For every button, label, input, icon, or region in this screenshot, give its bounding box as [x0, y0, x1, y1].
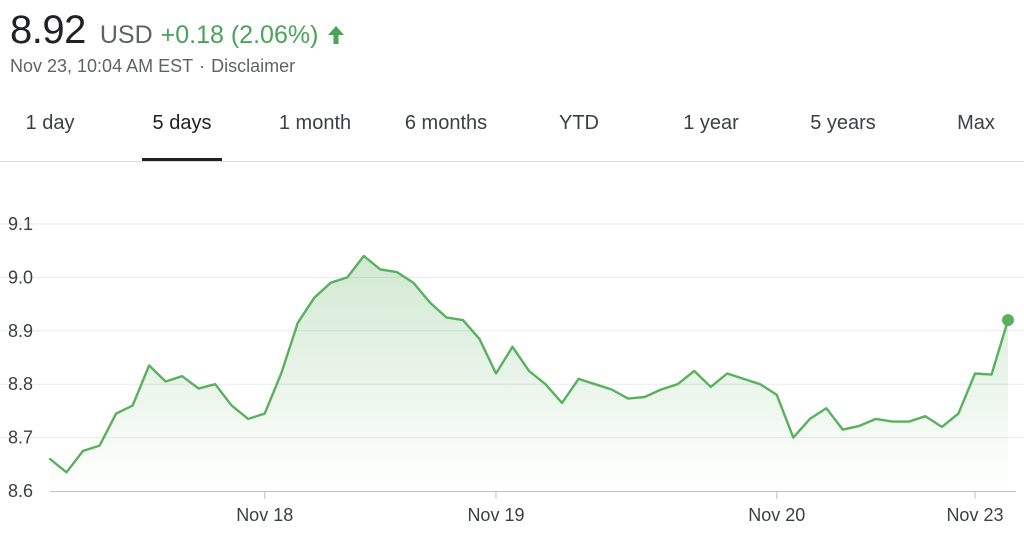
data-point [280, 372, 282, 374]
data-point [743, 378, 745, 380]
tab-max[interactable]: Max [957, 112, 995, 134]
data-point [396, 271, 398, 273]
data-point [825, 407, 827, 409]
data-point [412, 282, 414, 284]
data-point [759, 383, 761, 385]
data-point [313, 296, 315, 298]
last-price-dot [1002, 314, 1014, 327]
data-point [875, 418, 877, 420]
data-point [197, 387, 199, 389]
data-point [363, 255, 365, 257]
y-tick-label: 8.6 [8, 481, 33, 501]
data-point [49, 458, 51, 460]
data-point [230, 404, 232, 406]
data-point [528, 370, 530, 372]
range-tabs: 1 day 5 days 1 month 6 months YTD 1 year… [0, 98, 1024, 162]
tab-5-years[interactable]: 5 years [810, 112, 876, 134]
currency-label: USD [99, 21, 153, 49]
data-point [792, 436, 794, 438]
data-point [627, 397, 629, 399]
x-tick-label: Nov 20 [748, 505, 805, 525]
data-point [577, 378, 579, 380]
tab-1-day[interactable]: 1 day [25, 112, 75, 134]
data-point [643, 396, 645, 398]
quote-timestamp: Nov 23, 10:04 AM EST · Disclaimer [10, 56, 295, 77]
y-tick-label: 9.1 [8, 214, 33, 234]
separator: · [199, 56, 206, 76]
price-change: +0.18 (2.06%) [160, 21, 319, 49]
data-point [214, 383, 216, 385]
tab-1-month[interactable]: 1 month [278, 112, 352, 134]
y-tick-label: 8.8 [8, 374, 33, 394]
y-tick-label: 9.0 [8, 267, 33, 287]
data-point [297, 322, 299, 324]
data-point [379, 268, 381, 270]
data-point [842, 428, 844, 430]
quote-header: 8.92 USD +0.18 (2.06%) [10, 8, 346, 53]
arrow-up-icon [326, 24, 346, 46]
price-value: 8.92 [10, 8, 86, 52]
data-point [65, 471, 67, 473]
data-point [858, 425, 860, 427]
disclaimer-link[interactable]: Disclaimer [211, 56, 296, 76]
data-point [676, 383, 678, 385]
data-point [709, 386, 711, 388]
data-point [726, 372, 728, 374]
data-point [660, 388, 662, 390]
data-point [164, 380, 166, 382]
y-tick-label: 8.9 [8, 321, 33, 341]
data-point [511, 346, 513, 348]
data-point [115, 412, 117, 414]
data-point [990, 373, 992, 375]
data-point [544, 383, 546, 385]
data-point [941, 426, 943, 428]
data-point [924, 415, 926, 417]
tab-5-days[interactable]: 5 days [142, 98, 222, 161]
tab-6-months[interactable]: 6 months [404, 112, 488, 134]
data-point [610, 388, 612, 390]
data-point [809, 418, 811, 420]
x-tick-label: Nov 18 [236, 505, 293, 525]
data-point [264, 412, 266, 414]
data-point [561, 402, 563, 404]
data-point [776, 394, 778, 396]
price-area-fill [50, 256, 1008, 491]
data-point [330, 282, 332, 284]
data-point [957, 412, 959, 414]
price-line [48, 254, 1010, 474]
data-point [445, 316, 447, 318]
data-point [247, 418, 249, 420]
data-point [693, 370, 695, 372]
data-point [908, 420, 910, 422]
data-point [181, 375, 183, 377]
data-point [148, 364, 150, 366]
data-point [82, 450, 84, 452]
y-tick-label: 8.7 [8, 428, 33, 448]
data-point [891, 420, 893, 422]
tab-ytd[interactable]: YTD [559, 112, 599, 134]
data-point [462, 319, 464, 321]
data-point [495, 372, 497, 374]
x-tick-label: Nov 19 [467, 505, 524, 525]
timestamp-text: Nov 23, 10:04 AM EST [10, 56, 194, 76]
x-tick-label: Nov 23 [946, 505, 1003, 525]
data-point [429, 301, 431, 303]
data-point [478, 338, 480, 340]
data-point [974, 372, 976, 374]
price-chart[interactable]: 8.6 8.7 8.8 8.9 9.0 9.1 Nov 18 Nov 19 Nov 20 Nov … [0, 165, 1024, 537]
data-point [594, 383, 596, 385]
data-point [346, 276, 348, 278]
data-point [131, 404, 133, 406]
data-point [98, 444, 100, 446]
tab-1-year[interactable]: 1 year [683, 112, 739, 134]
